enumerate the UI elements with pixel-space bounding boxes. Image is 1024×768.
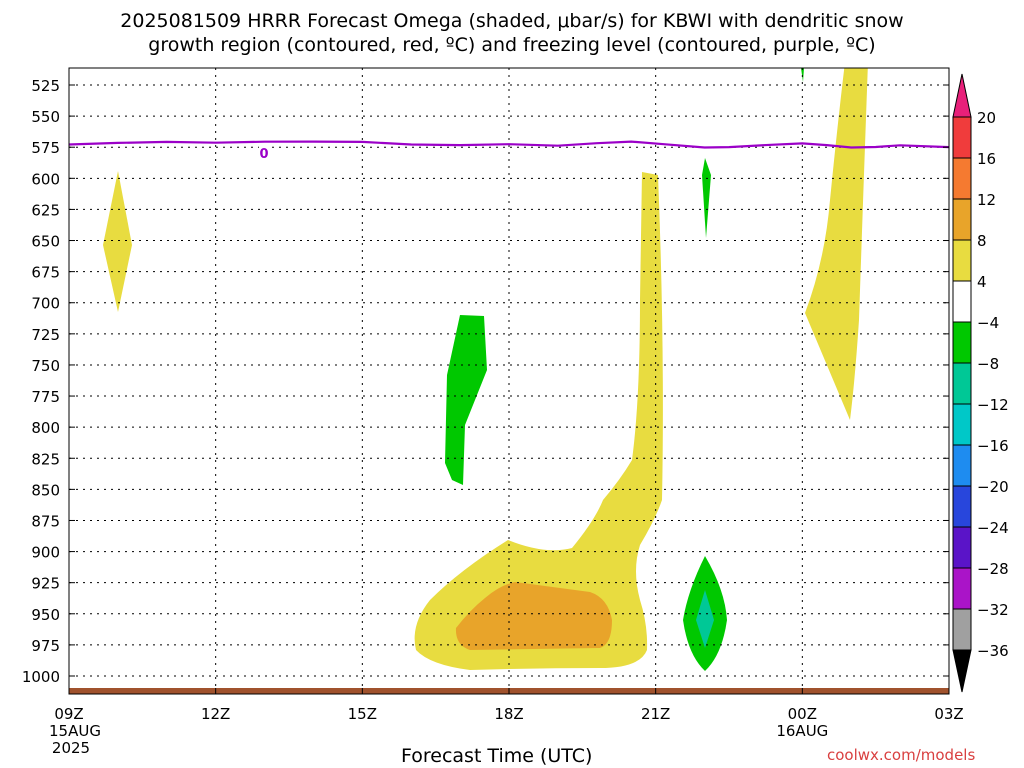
colorbar-swatch xyxy=(952,567,972,610)
x-tick-label: 12Z xyxy=(201,705,230,723)
y-tick-label: 900 xyxy=(31,544,60,562)
colorbar-swatch xyxy=(952,239,972,282)
x-tick-label: 18Z xyxy=(494,705,523,723)
y-tick-label: 600 xyxy=(31,170,60,188)
colorbar-label: −16 xyxy=(977,437,1009,455)
y-tick-label: 875 xyxy=(31,512,60,530)
colorbar-swatch xyxy=(952,157,972,200)
y-tick-label: 700 xyxy=(31,295,60,313)
colorbar-swatch xyxy=(952,116,972,159)
omega-region-negative-d xyxy=(702,158,711,238)
y-tick-label: 800 xyxy=(31,419,60,437)
colorbar-label: 12 xyxy=(977,191,996,209)
omega-region-positive-upper-right xyxy=(805,68,868,420)
colorbar-label: −28 xyxy=(977,560,1009,578)
colorbar-swatch xyxy=(952,444,972,487)
colorbar: 20 16 12 8 4 −4 −8 −12 −16 −20 −24 −28 −32 −36 xyxy=(952,73,1009,693)
omega-region-positive-small xyxy=(103,171,132,312)
x-tick-label: 21Z xyxy=(641,705,670,723)
colorbar-arrow-top xyxy=(952,73,972,118)
colorbar-label: −12 xyxy=(977,396,1009,414)
y-tick-label: 1000 xyxy=(22,668,60,686)
colorbar-swatch xyxy=(952,608,972,651)
omega-region-negative-c xyxy=(696,590,714,648)
omega-region-negative-a xyxy=(445,315,487,485)
y-tick-label: 550 xyxy=(31,108,60,126)
y-tick-label: 925 xyxy=(31,575,60,593)
y-axis: 525 550 575 600 625 650 675 700 725 750 775 800 825 8… xyxy=(22,77,949,686)
colorbar-swatch xyxy=(952,526,972,569)
x-tick-label: 15Z xyxy=(348,705,377,723)
y-tick-label: 725 xyxy=(31,326,60,344)
colorbar-swatch xyxy=(952,321,972,364)
colorbar-swatch xyxy=(952,485,972,528)
credit-text: coolwx.com/models xyxy=(827,746,976,764)
x-tick-label: 09Z xyxy=(54,705,83,723)
chart-title-line2: growth region (contoured, red, ºC) and f… xyxy=(148,34,876,56)
x-tick-year: 2025 xyxy=(52,739,90,757)
y-tick-label: 975 xyxy=(31,637,60,655)
grid xyxy=(69,68,949,694)
colorbar-swatch xyxy=(952,403,972,446)
y-tick-label: 650 xyxy=(31,233,60,251)
colorbar-arrow-bottom xyxy=(952,649,972,693)
omega-region-positive-large xyxy=(414,172,663,670)
x-tick-date: 16AUG xyxy=(776,722,828,740)
colorbar-label: −4 xyxy=(977,314,999,332)
colorbar-label: 20 xyxy=(977,109,996,127)
colorbar-label: −8 xyxy=(977,355,999,373)
y-tick-label: 750 xyxy=(31,357,60,375)
x-tick-date: 15AUG xyxy=(49,722,101,740)
y-tick-label: 575 xyxy=(31,139,60,157)
colorbar-label: −32 xyxy=(977,601,1009,619)
y-tick-label: 625 xyxy=(31,201,60,219)
x-tick-label: 00Z xyxy=(788,705,817,723)
contour-label-bg xyxy=(259,146,270,160)
colorbar-label: 16 xyxy=(977,150,996,168)
colorbar-label: 8 xyxy=(977,232,987,250)
colorbar-swatch xyxy=(952,362,972,405)
colorbar-swatch xyxy=(952,198,972,241)
y-tick-label: 850 xyxy=(31,481,60,499)
y-tick-label: 950 xyxy=(31,606,60,624)
omega-region-8-12 xyxy=(455,582,612,650)
freezing-level-label: 0 xyxy=(259,147,268,162)
freezing-level-contour xyxy=(68,140,950,149)
colorbar-label: −36 xyxy=(977,642,1009,660)
y-tick-label: 525 xyxy=(31,77,60,95)
colorbar-swatch xyxy=(952,280,972,323)
y-tick-label: 675 xyxy=(31,264,60,282)
omega-shading xyxy=(103,68,868,671)
colorbar-label: 4 xyxy=(977,273,987,291)
chart-title-line1: 2025081509 HRRR Forecast Omega (shaded, … xyxy=(120,10,904,32)
colorbar-label: −24 xyxy=(977,519,1009,537)
x-axis-title: Forecast Time (UTC) xyxy=(401,745,593,767)
x-tick-label: 03Z xyxy=(934,705,963,723)
y-tick-label: 825 xyxy=(31,450,60,468)
y-tick-label: 775 xyxy=(31,388,60,406)
colorbar-label: −20 xyxy=(977,478,1009,496)
